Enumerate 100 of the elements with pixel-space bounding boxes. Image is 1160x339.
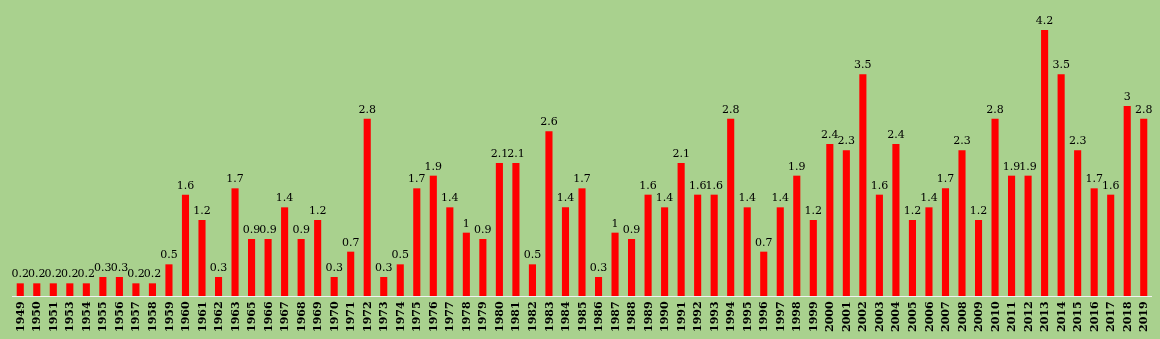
bar — [578, 188, 586, 296]
data-label: 0.3 — [110, 261, 129, 274]
bar — [793, 175, 801, 296]
data-label: 3.5 — [854, 58, 872, 72]
bar — [330, 277, 338, 296]
x-tick-label: 2009 — [972, 301, 986, 333]
x-tick-label: 1958 — [146, 301, 159, 333]
data-label: 0.3 — [325, 261, 343, 274]
data-label: 1.4 — [771, 191, 790, 205]
bar — [710, 194, 718, 296]
bar — [628, 239, 636, 296]
x-tick-label: 1982 — [526, 301, 540, 333]
data-label: 2.6 — [540, 115, 558, 129]
data-label: 1.7 — [226, 172, 244, 186]
bar — [694, 194, 702, 296]
x-tick-label: 1956 — [112, 301, 126, 333]
bar — [49, 283, 57, 296]
data-label: 1.4 — [738, 191, 756, 205]
x-tick-label: 1959 — [162, 301, 176, 333]
x-tick-label: 1950 — [30, 301, 44, 333]
x-tick-label: 1987 — [608, 301, 622, 333]
bar — [297, 239, 305, 296]
bar — [16, 283, 24, 296]
data-label: 1.7 — [408, 172, 426, 186]
data-label: 0.9 — [622, 223, 641, 236]
x-tick-label: 2008 — [955, 301, 969, 333]
x-tick-label: 2012 — [1021, 301, 1035, 333]
data-label: 3 — [1123, 90, 1131, 103]
bar — [148, 283, 156, 296]
data-label: 1.9 — [424, 159, 443, 173]
x-tick-label: 1988 — [625, 301, 639, 333]
bar — [958, 150, 966, 296]
x-tick-label: 1990 — [658, 301, 672, 333]
x-tick-label: 1966 — [261, 301, 275, 333]
x-tick-label: 2002 — [856, 301, 870, 333]
data-label: 1.9 — [788, 159, 806, 173]
data-label: 2.1 — [507, 147, 525, 160]
data-label: 1.6 — [176, 178, 195, 192]
data-label: 2.8 — [721, 102, 740, 116]
bar — [941, 188, 950, 296]
bar — [132, 283, 140, 296]
x-tick-label: 1986 — [592, 301, 606, 333]
x-tick-label: 1975 — [410, 301, 424, 333]
bar — [1074, 150, 1082, 296]
bar — [743, 207, 751, 296]
x-tick-label: 2017 — [1104, 301, 1118, 333]
data-label: 1.6 — [870, 178, 889, 192]
x-tick-label: 1953 — [63, 301, 77, 333]
bar — [1024, 175, 1032, 296]
data-label: 1.2 — [308, 204, 327, 217]
x-tick-label: 1997 — [773, 301, 787, 333]
data-label: 2.3 — [1068, 134, 1087, 148]
data-label: 2.8 — [358, 102, 376, 116]
data-label: 1.2 — [903, 204, 922, 217]
data-label: 0.3 — [209, 261, 228, 274]
bar — [991, 118, 999, 296]
bar — [974, 220, 983, 296]
bar — [1107, 194, 1115, 296]
bar — [760, 251, 768, 296]
data-label: 0.7 — [341, 235, 360, 249]
data-label: 1.4 — [655, 191, 674, 205]
x-tick-label: 1954 — [79, 301, 93, 333]
x-tick-label: 1957 — [129, 301, 143, 333]
bar — [1123, 106, 1131, 296]
data-label: 0.2 — [127, 267, 145, 281]
bar — [545, 131, 553, 296]
bar — [908, 220, 916, 296]
data-label: 0.9 — [242, 223, 261, 236]
x-tick-label: 2004 — [889, 301, 903, 333]
data-label: 2.8 — [1134, 102, 1153, 116]
data-label: 1.6 — [639, 178, 657, 192]
data-label: 1.6 — [688, 178, 707, 192]
bar — [314, 220, 322, 296]
x-tick-label: 2015 — [1071, 301, 1085, 333]
data-label: 1.2 — [804, 204, 823, 217]
data-label: 3.5 — [1052, 58, 1070, 72]
bar — [925, 207, 933, 296]
x-tick-label: 1949 — [13, 301, 27, 333]
data-label: 1.7 — [936, 172, 955, 186]
bar — [264, 239, 272, 296]
x-tick-label: 1983 — [542, 301, 556, 333]
bar — [1008, 175, 1016, 296]
bar — [396, 264, 404, 296]
bar — [1057, 74, 1065, 296]
x-tick-label: 2006 — [922, 301, 936, 333]
x-tick-label: 1976 — [426, 301, 440, 333]
bar — [495, 163, 503, 296]
x-tick-label: 1985 — [575, 301, 589, 333]
bar — [66, 283, 74, 296]
bar — [1090, 188, 1098, 296]
x-tick-label: 1996 — [757, 301, 771, 333]
bar — [347, 251, 355, 296]
x-tick-label: 2001 — [839, 301, 853, 333]
data-label: 2.4 — [887, 128, 905, 141]
data-label: 0.5 — [523, 248, 542, 262]
data-label: 2.3 — [837, 134, 856, 148]
x-tick-label: 2013 — [1038, 301, 1052, 333]
x-tick-label: 1981 — [509, 301, 523, 333]
x-tick-label: 1965 — [245, 301, 259, 333]
bar — [644, 194, 652, 296]
